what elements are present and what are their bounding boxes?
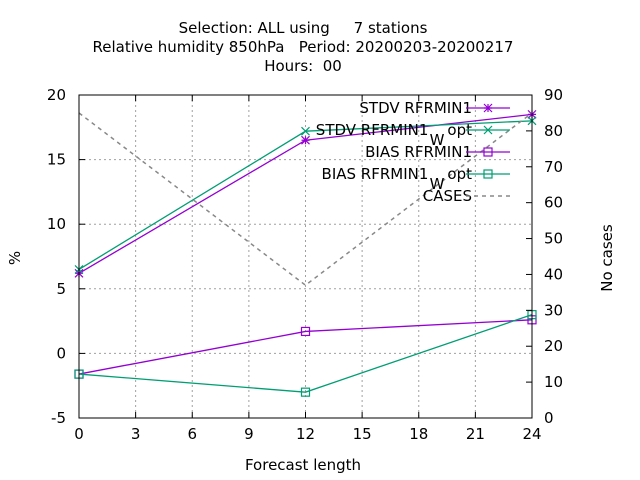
y-tick-label: 0 bbox=[56, 344, 66, 362]
y2-tick-label: 30 bbox=[544, 301, 563, 319]
y-tick-label: 15 bbox=[47, 151, 66, 169]
series-line-5 bbox=[78, 112, 533, 287]
data-point bbox=[483, 169, 493, 179]
y-tick-label: 20 bbox=[47, 86, 66, 104]
x-tick-label: 0 bbox=[74, 425, 84, 443]
x-tick-label: 15 bbox=[353, 425, 372, 443]
y2-axis-label: No cases bbox=[598, 224, 616, 292]
x-tick-label: 9 bbox=[244, 425, 254, 443]
y2-tick-label: 10 bbox=[544, 373, 563, 391]
legend-label-suffix: opt bbox=[447, 121, 472, 139]
data-point bbox=[483, 103, 493, 113]
y-tick-label: 5 bbox=[56, 280, 66, 298]
y2-tick-label: 80 bbox=[544, 122, 563, 140]
x-tick-label: 3 bbox=[131, 425, 141, 443]
x-tick-label: 21 bbox=[466, 425, 485, 443]
x-tick-label: 6 bbox=[187, 425, 197, 443]
y2-tick-label: 0 bbox=[544, 409, 554, 427]
data-point bbox=[300, 387, 311, 397]
data-point bbox=[301, 135, 310, 145]
chart-title-line-1: Selection: ALL using 7 stations bbox=[179, 19, 428, 37]
axis-ticks: 0 3 6 9 12 15 18 21 24 -5 0 5 10 15 20 0 10 20 30 40 50 60 70 8… bbox=[47, 86, 563, 443]
legend-label-suffix: opt bbox=[447, 165, 472, 183]
y2-tick-label: 60 bbox=[544, 194, 563, 212]
y2-tick-label: 20 bbox=[544, 337, 563, 355]
y2-tick-label: 90 bbox=[544, 86, 563, 104]
legend-label: BIAS RFRMIN1 bbox=[322, 165, 429, 183]
data-point bbox=[483, 147, 493, 157]
y2-tick-label: 40 bbox=[544, 265, 563, 283]
legend-label: CASES bbox=[423, 187, 472, 205]
data-point bbox=[300, 326, 311, 337]
chart-title-line-2: Relative humidity 850hPa Period: 2020020… bbox=[93, 38, 514, 56]
legend-label: STDV RFRMIN1 bbox=[359, 99, 472, 117]
series-line-3 bbox=[78, 319, 533, 375]
grid bbox=[79, 95, 532, 418]
legend-label: BIAS RFRMIN1 bbox=[365, 143, 472, 161]
y-tick-label: 10 bbox=[47, 215, 66, 233]
legend-label: STDV RFRMIN1 bbox=[316, 121, 429, 139]
y2-tick-label: 50 bbox=[544, 230, 563, 248]
x-tick-label: 12 bbox=[296, 425, 315, 443]
x-tick-label: 24 bbox=[522, 425, 541, 443]
y-axis-label: % bbox=[6, 251, 24, 265]
chart-title-line-3: Hours: 00 bbox=[264, 57, 342, 75]
data-point bbox=[301, 126, 310, 136]
x-tick-label: 18 bbox=[409, 425, 428, 443]
data-point bbox=[483, 125, 493, 135]
y2-tick-label: 70 bbox=[544, 158, 563, 176]
series-line-4 bbox=[78, 314, 533, 393]
x-axis-label: Forecast length bbox=[245, 456, 361, 474]
legend-label-subscript: W bbox=[430, 175, 445, 193]
legend-label-subscript: W bbox=[430, 131, 445, 149]
y-tick-label: -5 bbox=[51, 409, 66, 427]
